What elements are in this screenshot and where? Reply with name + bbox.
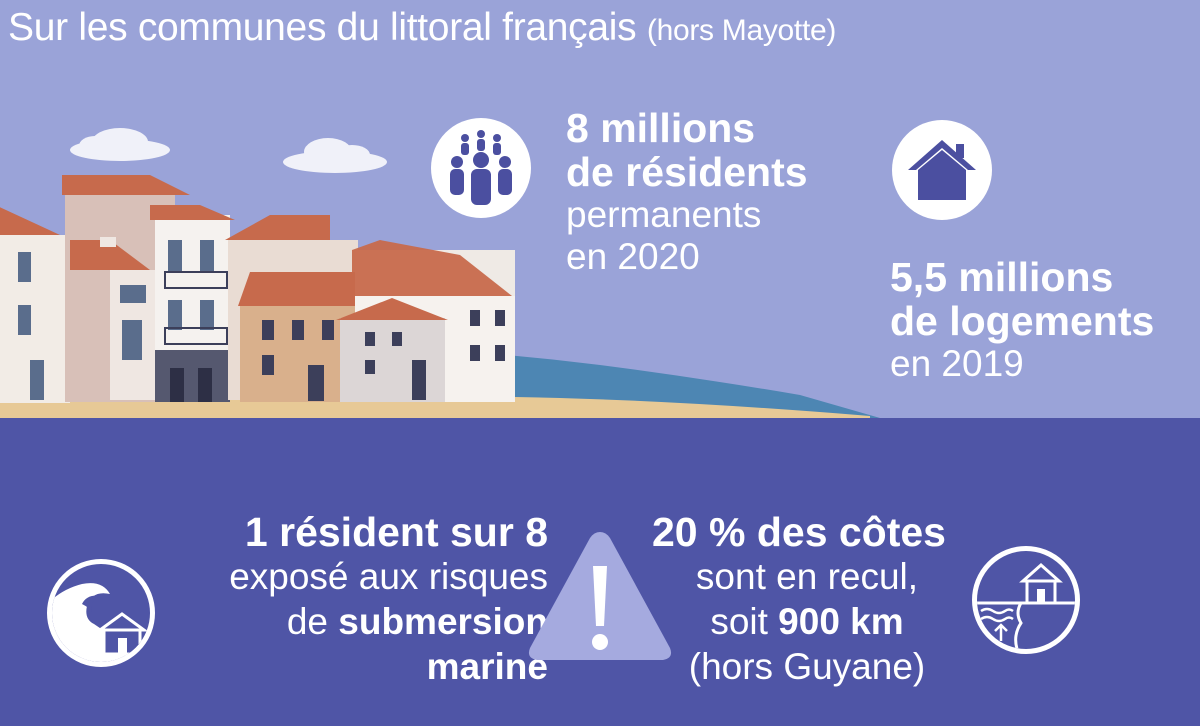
residents-qualifier: permanents [566,194,762,235]
submersion-line3: de submersion [168,599,548,644]
erosion-line3: soit 900 km [652,599,962,644]
residents-count: 8 millions [566,105,756,151]
submersion-ratio: 1 résident sur 8 [244,509,548,555]
housing-label: de logements [890,298,1155,344]
title-paren: (hors Mayotte) [646,14,837,47]
coast-erosion-icon [972,546,1080,654]
page-title: Sur les communes du littoral français (h… [8,6,836,50]
title-main: Sur les communes du littoral français [8,6,637,49]
cloud [283,138,387,173]
residents-year: en 2020 [566,236,700,277]
submersion-line2: exposé aux risques [168,554,548,599]
housing-year: en 2019 [890,343,1024,384]
housing-count: 5,5 millions [890,254,1114,300]
residents-label: de résidents [566,149,808,195]
top-panel: Sur les communes du littoral français (h… [0,0,1200,418]
erosion-note: (hors Guyane) [688,646,926,687]
house-icon [892,120,992,220]
residents-stat: 8 millions de résidents permanents en 20… [566,106,808,278]
people-group-icon [431,118,531,218]
submersion-type: marine [426,646,548,687]
housing-stat: 5,5 millions de logements en 2019 [890,255,1154,385]
cloud [70,128,170,161]
erosion-trend: sont en recul, [695,556,919,597]
coastal-town-illustration [0,128,880,418]
erosion-length: 900 km [778,601,904,642]
submersion-exposure: exposé aux risques [229,556,548,597]
submersion-stat: 1 résident sur 8 exposé aux risques de s… [168,510,548,689]
wave-house-icon [47,559,155,667]
erosion-prefix: soit [710,601,779,642]
submersion-prefix: de [286,601,339,642]
submersion-risk: submersion [338,601,548,642]
warning-triangle-icon [528,532,672,660]
bottom-panel: 1 résident sur 8 exposé aux risques de s… [0,418,1200,726]
erosion-stat: 20 % des côtes sont en recul, soit 900 k… [652,510,962,689]
erosion-percent: 20 % des côtes [652,509,946,555]
